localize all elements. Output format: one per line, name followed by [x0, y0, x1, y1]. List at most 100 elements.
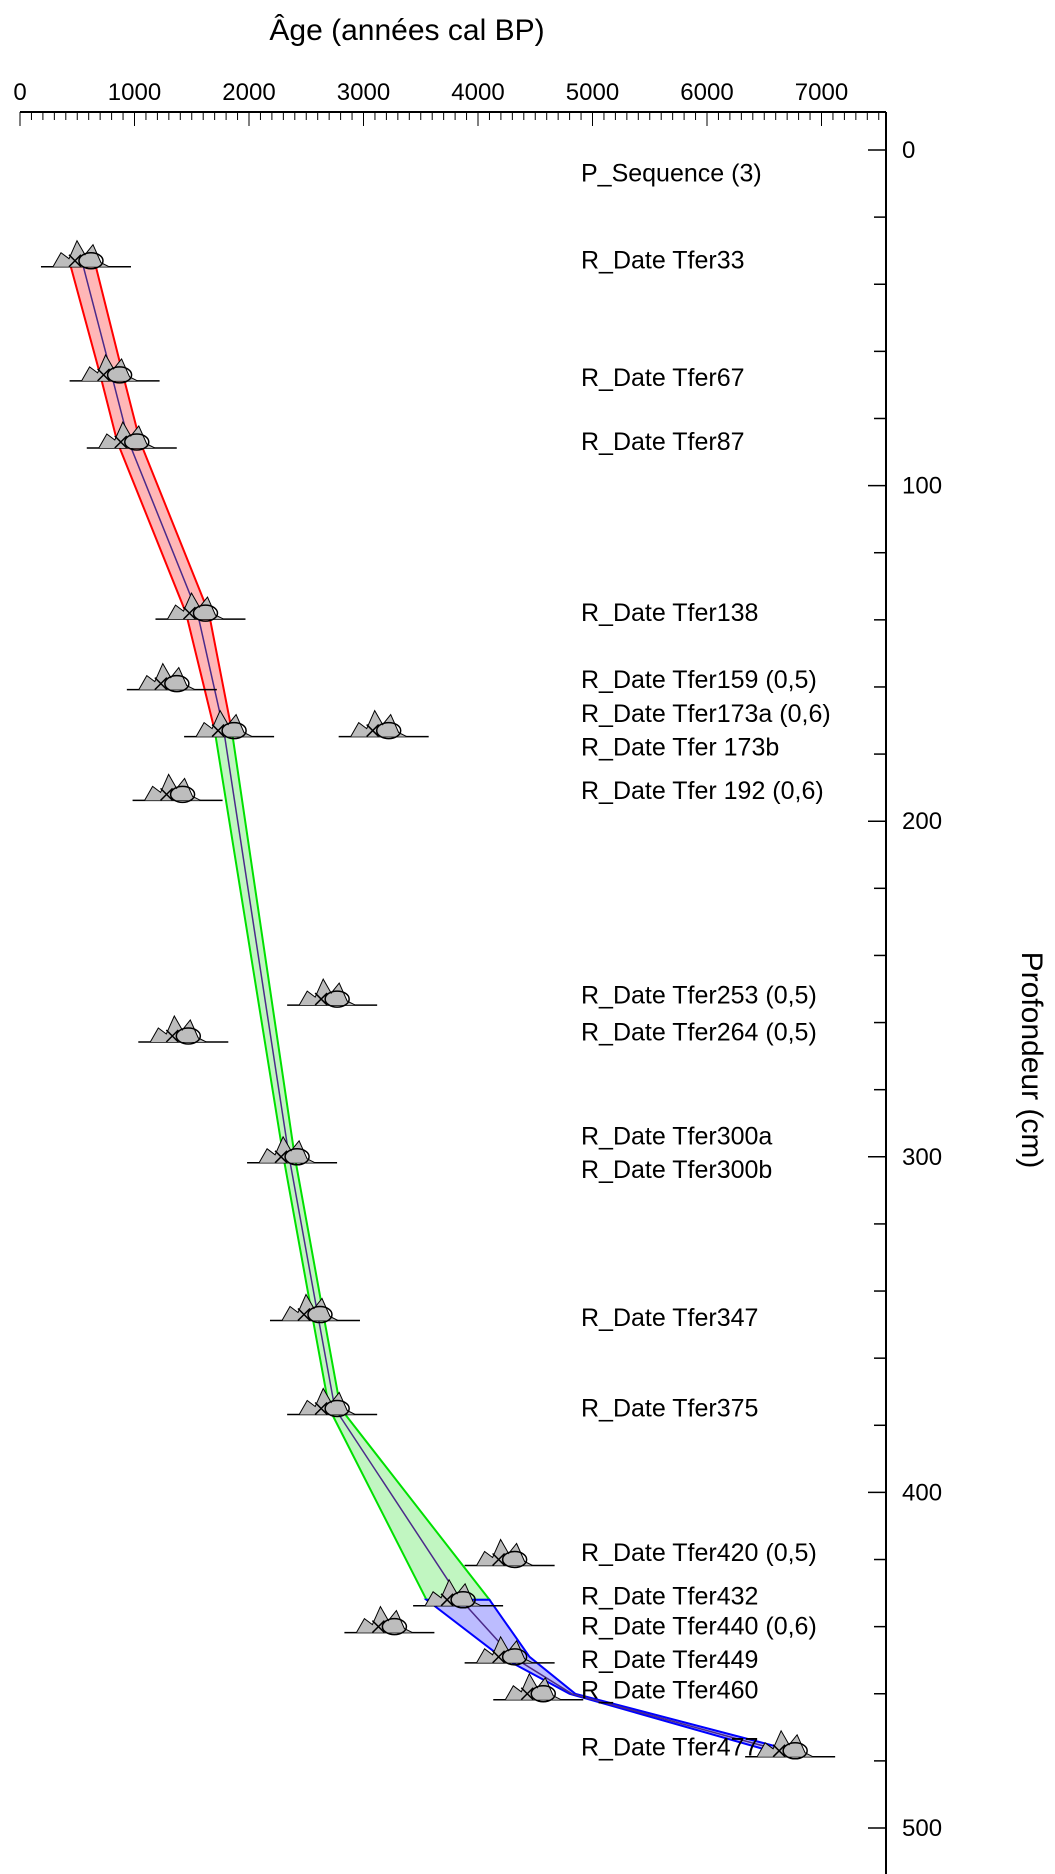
date-marker-8: [132, 773, 223, 804]
date-label: R_Date Tfer33: [581, 247, 745, 275]
date-marker-9: [287, 977, 378, 1008]
date-label: R_Date Tfer173a (0,6): [581, 700, 831, 728]
x-tick-label: 1000: [108, 79, 161, 106]
date-circle: [375, 721, 402, 740]
x-tick-label: 0: [13, 79, 26, 106]
date-marker-10: [138, 1014, 229, 1045]
date-marker-18: [493, 1672, 584, 1703]
date-labels: P_Sequence (3) R_Date Tfer33 R_Date Tfer67…: [581, 159, 831, 1761]
date-label: R_Date Tfer347: [581, 1304, 758, 1332]
date-marker-14: [464, 1538, 555, 1569]
date-distribution: [756, 1729, 814, 1758]
date-marker-13: [287, 1387, 378, 1418]
date-marker-1: [40, 239, 131, 270]
date-distribution: [149, 1014, 207, 1043]
date-cross: [182, 606, 197, 620]
date-cross: [274, 1150, 288, 1164]
date-circle: [192, 604, 219, 622]
date-label: R_Date Tfer264 (0,5): [581, 1019, 817, 1047]
date-cross: [371, 1620, 385, 1634]
date-label: R_Date Tfer300b: [581, 1156, 772, 1184]
date-circle: [381, 1617, 408, 1636]
x-tick-label: 6000: [680, 79, 733, 106]
model-median-3: [460, 1599, 782, 1752]
date-distribution: [281, 1293, 339, 1321]
y-tick-label: 100: [902, 473, 942, 500]
date-marker-15: [413, 1578, 504, 1609]
date-label: P_Sequence (3): [581, 159, 762, 187]
date-distribution: [424, 1578, 482, 1607]
date-circle: [221, 721, 247, 740]
date-cross: [314, 992, 328, 1006]
date-marker-6: [184, 709, 275, 740]
x-tick-label: 4000: [451, 79, 504, 106]
date-circle: [324, 1399, 350, 1418]
date-marker-2: [69, 353, 160, 384]
date-markers: [40, 239, 836, 1760]
x-tick-label: 7000: [795, 79, 848, 106]
date-distribution: [52, 239, 110, 268]
x-axis: 0 1000 2000 3000 4000 5000 6000 7000: [13, 79, 886, 126]
date-label: R_Date Tfer253 (0,5): [581, 982, 817, 1010]
date-circle: [164, 674, 190, 693]
model-median-2: [223, 730, 462, 1601]
date-cross: [440, 1593, 454, 1607]
date-label: R_Date Tfer138: [581, 599, 758, 627]
date-cross: [211, 724, 225, 738]
date-distribution: [476, 1635, 533, 1664]
date-distribution: [138, 662, 196, 691]
date-circle: [78, 251, 104, 270]
date-circle: [284, 1148, 310, 1166]
date-distribution: [504, 1672, 562, 1701]
date-marker-19: [745, 1729, 836, 1760]
date-marker-16: [344, 1605, 435, 1636]
x-tick-label: 5000: [566, 79, 619, 106]
date-distribution: [98, 420, 156, 449]
y-tick-label: 300: [902, 1144, 942, 1171]
date-marker-11: [247, 1135, 338, 1166]
date-distribution: [355, 1605, 413, 1634]
date-cross: [165, 1029, 179, 1043]
date-label: R_Date Tfer449: [581, 1646, 758, 1674]
date-label: R_Date Tfer159 (0,5): [581, 666, 817, 694]
date-label: R_Date Tfer 173b: [581, 733, 779, 761]
date-distribution: [350, 709, 407, 738]
date-distribution: [81, 353, 138, 382]
date-marker-4: [155, 591, 246, 622]
y-tick-label: 200: [902, 808, 942, 835]
date-cross: [114, 435, 128, 449]
date-marker-17: [464, 1635, 555, 1666]
date-marker-7: [338, 709, 429, 740]
date-distribution: [167, 591, 224, 620]
date-label: R_Date Tfer375: [581, 1395, 758, 1423]
date-label: R_Date Tfer432: [581, 1582, 758, 1610]
date-circle: [324, 990, 350, 1008]
date-cross: [97, 368, 111, 382]
date-cross: [160, 787, 174, 801]
date-label: R_Date Tfer477: [581, 1733, 758, 1761]
date-label: R_Date Tfer87: [581, 428, 745, 456]
date-cross: [154, 677, 168, 691]
date-marker-12: [269, 1293, 360, 1324]
date-distribution: [144, 773, 201, 801]
date-distribution: [298, 977, 356, 1006]
date-cross: [314, 1401, 328, 1416]
date-label: R_Date Tfer440 (0,6): [581, 1613, 817, 1641]
date-cross: [492, 1650, 506, 1664]
date-cross: [520, 1687, 534, 1701]
date-cross: [68, 254, 82, 268]
x-axis-title: Âge (années cal BP): [269, 14, 544, 47]
y-axis-title: Profondeur (cm): [1015, 952, 1048, 1169]
date-cross: [772, 1744, 786, 1758]
date-circle: [307, 1305, 333, 1324]
date-label: R_Date Tfer67: [581, 364, 745, 392]
date-circle: [450, 1591, 476, 1609]
date-cross: [492, 1552, 506, 1567]
date-label: R_Date Tfer 192 (0,6): [581, 777, 824, 805]
y-tick-label: 400: [902, 1479, 942, 1506]
date-marker-5: [126, 662, 217, 693]
date-label: R_Date Tfer300a: [581, 1123, 772, 1151]
date-distribution: [476, 1538, 533, 1566]
date-cross: [366, 724, 380, 738]
